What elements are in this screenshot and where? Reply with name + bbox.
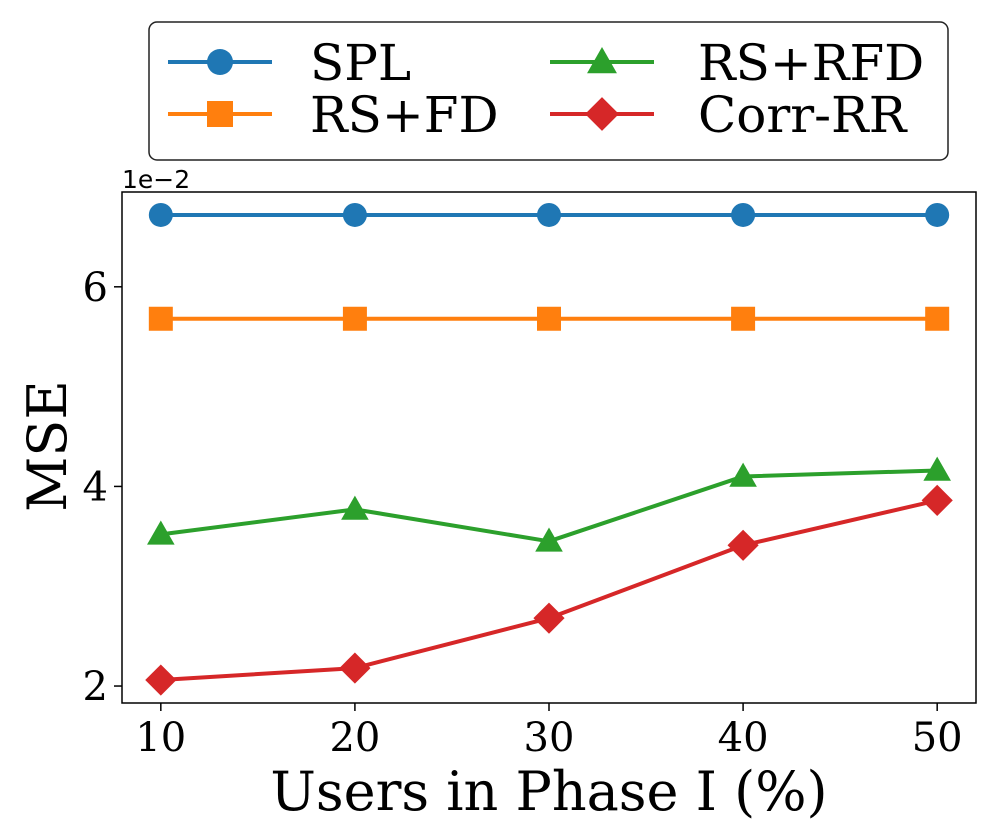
legend-label: Corr-RR [698,86,908,144]
legend-entry-corr-rr: Corr-RR [550,86,908,144]
legend-marker-corr-rr [585,97,619,131]
data-point-rs-rfd [729,462,757,487]
data-point-rs-rfd [147,520,175,545]
data-point-rs-fd [342,306,367,331]
data-point-spl [925,202,950,227]
legend-label: SPL [310,34,411,92]
data-point-corr-rr [921,484,953,516]
data-point-rs-rfd [341,495,369,520]
data-point-rs-fd [731,306,756,331]
legend-label: RS+FD [310,86,499,144]
data-point-rs-fd [925,306,950,331]
data-point-rs-fd [148,306,173,331]
legend-frame [148,21,949,161]
data-point-rs-rfd [535,527,563,552]
data-point-rs-fd [537,306,561,331]
series-corr-rr [145,484,953,696]
x-axis-label: Users in Phase I (%) [270,760,827,823]
x-tick-label: 40 [718,715,769,761]
data-point-corr-rr [533,602,565,634]
x-tick-label: 10 [135,715,186,761]
data-point-spl [342,202,367,227]
series-spl [148,202,950,227]
legend-marker-rs-fd [207,101,233,127]
series-rs-fd [148,306,950,331]
y-tick-label: 6 [83,265,108,311]
y-axis-label: MSE [16,380,79,512]
data-point-spl [537,202,561,227]
data-point-corr-rr [339,652,371,684]
legend-entry-rs-rfd: RS+RFD [550,34,924,92]
data-point-corr-rr [727,529,759,561]
legend-label: RS+RFD [698,34,924,92]
legend-marker-spl [207,49,233,75]
legend-marker-rs-rfd [587,47,617,74]
data-point-spl [731,202,756,227]
legend-entry-rs-fd: RS+FD [168,86,499,144]
plot-area: 2 4 6 10 20 30 40 50 [83,191,977,761]
data-point-rs-rfd [923,456,951,481]
legend-entry-spl: SPL [168,34,411,92]
data-point-corr-rr [145,664,177,696]
y-tick-label: 2 [83,664,108,710]
series-rs-rfd [147,456,951,552]
y-offset-label: 1e−2 [122,165,190,194]
x-tick-label: 30 [524,715,575,761]
x-tick-label: 50 [912,715,963,761]
x-tick-label: 20 [329,715,380,761]
y-tick-label: 4 [83,464,108,510]
data-point-spl [148,202,173,227]
